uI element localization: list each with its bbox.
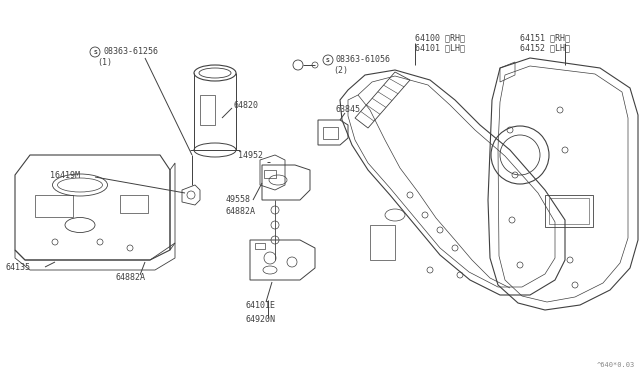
- Bar: [323, 127, 338, 139]
- Text: 64882A: 64882A: [226, 208, 256, 217]
- Text: 14952: 14952: [238, 151, 263, 160]
- Text: 08363-61056: 08363-61056: [336, 55, 391, 64]
- Text: 63845: 63845: [335, 106, 360, 115]
- Text: 64101E: 64101E: [245, 301, 275, 310]
- Text: 64882A: 64882A: [115, 273, 145, 282]
- Text: S: S: [326, 58, 330, 62]
- Bar: [545, 195, 593, 227]
- Text: ^640*0.03: ^640*0.03: [596, 362, 635, 368]
- Text: 64151 〈RH〉: 64151 〈RH〉: [520, 33, 570, 42]
- Text: S: S: [93, 49, 97, 55]
- Text: 64920N: 64920N: [245, 315, 275, 324]
- Text: 64152 〈LH〉: 64152 〈LH〉: [520, 43, 570, 52]
- Text: 16419M: 16419M: [50, 170, 80, 180]
- Text: 64101 〈LH〉: 64101 〈LH〉: [415, 43, 465, 52]
- Bar: [370, 225, 395, 260]
- Bar: [200, 95, 215, 125]
- Bar: [120, 195, 148, 213]
- Text: 64100 〈RH〉: 64100 〈RH〉: [415, 33, 465, 42]
- Bar: [264, 170, 276, 178]
- Text: 64820: 64820: [233, 100, 258, 109]
- Bar: [255, 243, 265, 249]
- Text: (2): (2): [333, 67, 348, 76]
- Bar: [35, 195, 73, 217]
- Text: 64135: 64135: [5, 263, 30, 273]
- Text: 08363-61256: 08363-61256: [103, 48, 158, 57]
- Text: (1): (1): [97, 58, 112, 67]
- Bar: [549, 198, 589, 224]
- Text: 49558: 49558: [226, 196, 251, 205]
